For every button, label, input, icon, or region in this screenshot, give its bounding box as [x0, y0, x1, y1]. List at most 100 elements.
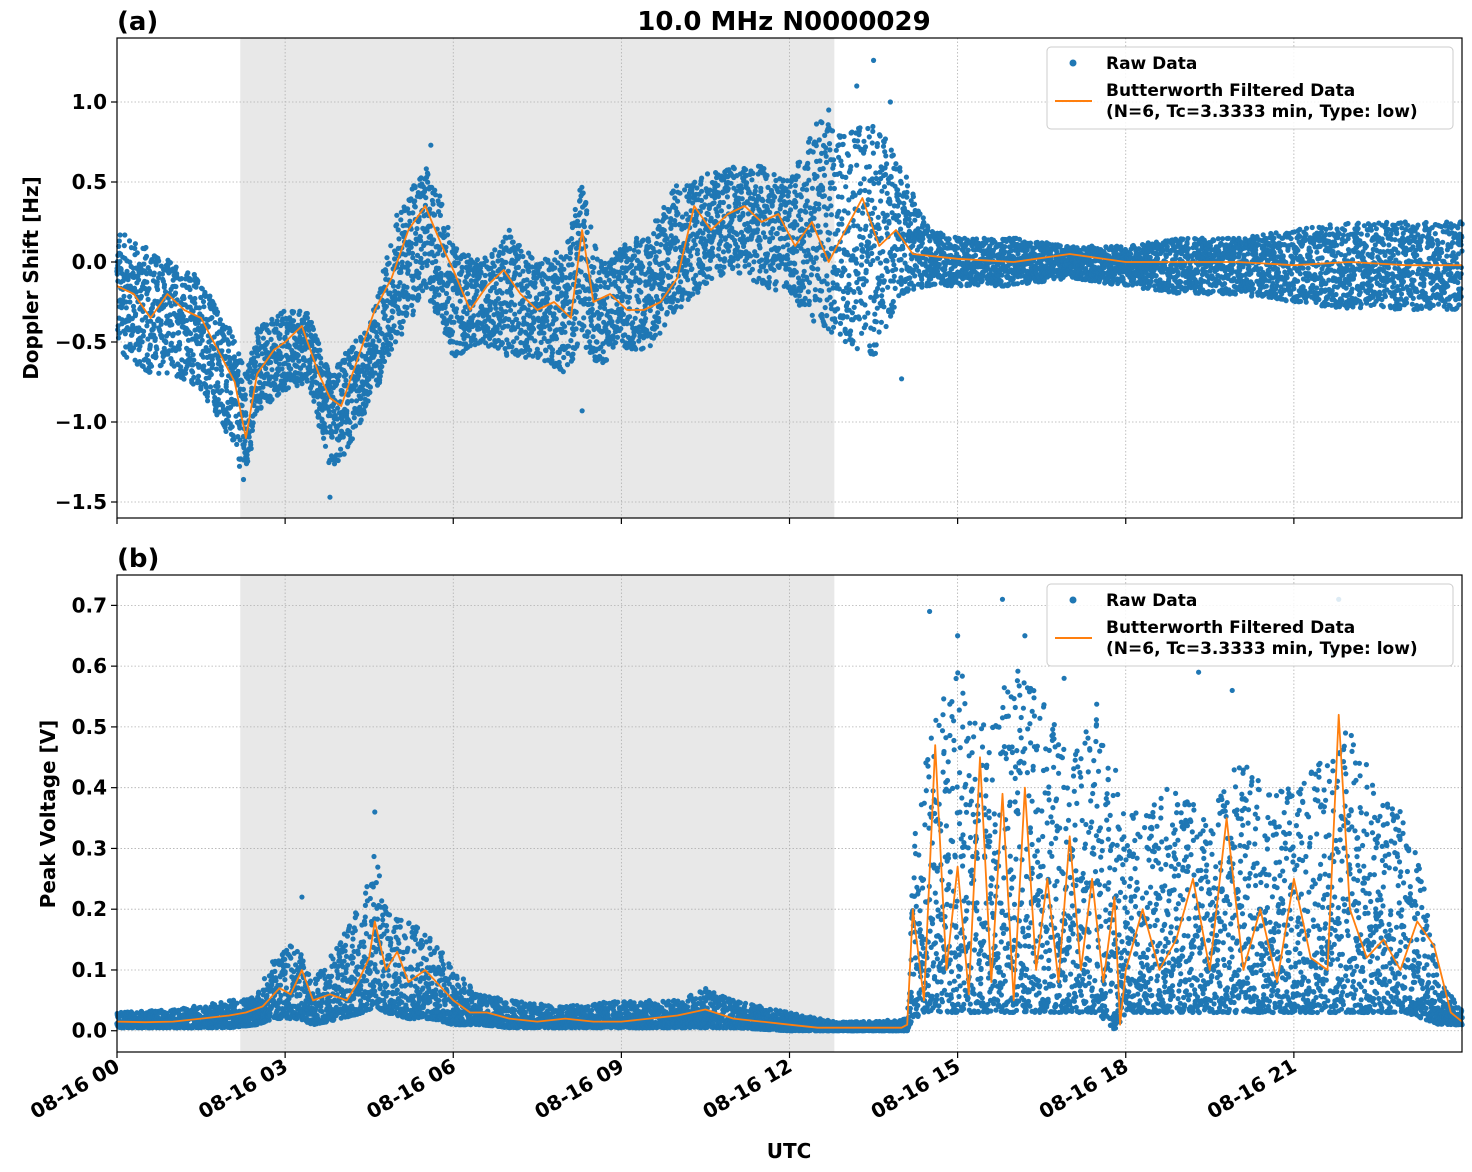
raw-point: [399, 325, 404, 330]
raw-point: [190, 362, 195, 367]
raw-point: [494, 281, 499, 286]
raw-point: [767, 279, 772, 284]
raw-point: [587, 296, 592, 301]
raw-point: [598, 284, 603, 289]
raw-point: [544, 286, 549, 291]
raw-point: [145, 352, 150, 357]
raw-point: [803, 210, 808, 215]
raw-point: [236, 351, 241, 356]
raw-point: [492, 247, 497, 252]
raw-point: [122, 243, 127, 248]
raw-point: [146, 286, 151, 291]
raw-point: [899, 268, 904, 273]
raw-point: [520, 269, 525, 274]
raw-point: [171, 332, 176, 337]
raw-point: [305, 379, 310, 384]
raw-point: [191, 352, 196, 357]
raw-point: [516, 265, 521, 270]
raw-point: [855, 138, 860, 143]
raw-point: [872, 243, 877, 248]
raw-point: [662, 322, 667, 327]
raw-point: [454, 246, 459, 251]
raw-point: [666, 265, 671, 270]
raw-point: [868, 233, 873, 238]
raw-point: [519, 249, 524, 254]
raw-point: [811, 266, 816, 271]
raw-point: [554, 336, 559, 341]
raw-point: [541, 331, 546, 336]
raw-point: [846, 282, 851, 287]
raw-point: [875, 256, 880, 261]
raw-point: [842, 134, 847, 139]
raw-point: [386, 352, 391, 357]
raw-point: [398, 217, 403, 222]
raw-point: [902, 253, 907, 258]
raw-point: [205, 398, 210, 403]
raw-point: [821, 166, 826, 171]
raw-point: [627, 246, 632, 251]
raw-point: [862, 176, 867, 181]
raw-point: [822, 193, 827, 198]
raw-point: [882, 278, 887, 283]
raw-point: [143, 245, 148, 250]
raw-point: [836, 268, 841, 273]
raw-point: [627, 288, 632, 293]
raw-point: [763, 235, 768, 240]
raw-point: [338, 447, 343, 452]
raw-point: [858, 227, 863, 232]
raw-point: [810, 186, 815, 191]
raw-point: [822, 173, 827, 178]
raw-point: [382, 359, 387, 364]
raw-point: [498, 330, 503, 335]
raw-point: [353, 338, 358, 343]
raw-point: [740, 211, 745, 216]
raw-point: [833, 319, 838, 324]
raw-point: [879, 189, 884, 194]
raw-point: [819, 120, 824, 125]
raw-point: [786, 190, 791, 195]
raw-point: [261, 336, 266, 341]
raw-point: [919, 281, 924, 286]
raw-point: [709, 216, 714, 221]
raw-point: [854, 299, 859, 304]
raw-point: [827, 147, 832, 152]
raw-point: [832, 299, 837, 304]
raw-point: [688, 253, 693, 258]
raw-point: [450, 329, 455, 334]
raw-point: [121, 294, 126, 299]
raw-point: [296, 353, 301, 358]
raw-point: [920, 241, 925, 246]
raw-point: [552, 265, 557, 270]
raw-point: [219, 368, 224, 373]
raw-point: [815, 174, 820, 179]
raw-point: [155, 287, 160, 292]
raw-point: [870, 258, 875, 263]
raw-point: [862, 315, 867, 320]
raw-point: [258, 399, 263, 404]
raw-point: [392, 323, 397, 328]
raw-point: [593, 246, 598, 251]
raw-point: [201, 304, 206, 309]
raw-point: [377, 338, 382, 343]
raw-point: [850, 310, 855, 315]
raw-point: [673, 246, 678, 251]
raw-point: [140, 339, 145, 344]
raw-point: [739, 186, 744, 191]
raw-point: [133, 311, 138, 316]
raw-point: [705, 171, 710, 176]
raw-point: [388, 243, 393, 248]
raw-point: [877, 329, 882, 334]
raw-point: [195, 280, 200, 285]
raw-point: [751, 259, 756, 264]
raw-point: [631, 271, 636, 276]
raw-point: [411, 308, 416, 313]
raw-point: [757, 268, 762, 273]
raw-point: [317, 348, 322, 353]
raw-point: [190, 370, 195, 375]
raw-point: [692, 180, 697, 185]
raw-point: [159, 334, 164, 339]
raw-point: [878, 198, 883, 203]
raw-point: [219, 372, 224, 377]
raw-point: [241, 477, 246, 482]
raw-point: [436, 266, 441, 271]
